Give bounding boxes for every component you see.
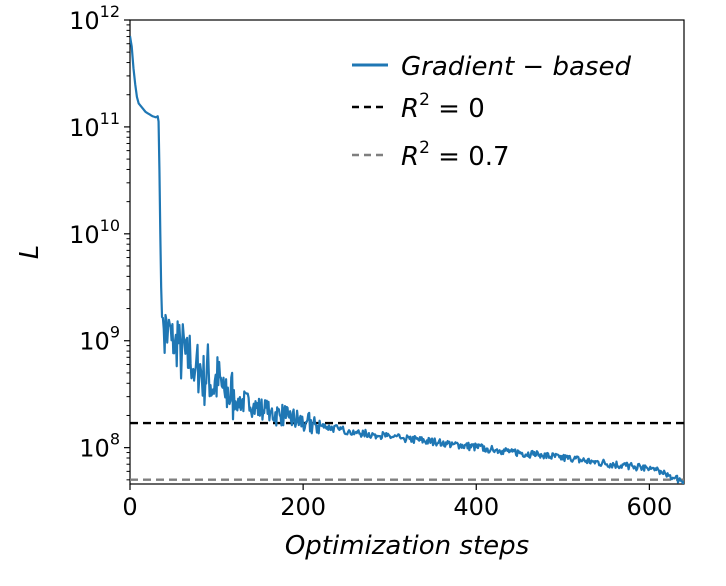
- legend-label-gradient-based: Gradient − based: [401, 52, 631, 82]
- y-axis-ticks: 108 109 1010 1011 1012: [69, 2, 130, 481]
- x-axis-ticks: 0 200 400 600: [122, 484, 672, 521]
- x-tick-label: 400: [453, 493, 499, 521]
- series-layer: [130, 35, 684, 484]
- x-tick-label: 600: [626, 493, 672, 521]
- reference-lines: [130, 421, 684, 481]
- legend-label-r2-0: R2 = 0: [401, 90, 485, 124]
- x-tick-label: 0: [122, 493, 137, 521]
- y-axis-label: L: [15, 245, 45, 260]
- y-tick-label: 109: [79, 323, 120, 356]
- x-axis-label: Optimization steps: [285, 531, 529, 561]
- y-tick-label: 1012: [69, 2, 120, 35]
- y-tick-label: 1011: [69, 109, 120, 142]
- x-tick-label: 200: [280, 493, 326, 521]
- y-tick-label: 108: [79, 430, 120, 463]
- legend-label-r2-07: R2 = 0.7: [401, 138, 510, 172]
- plot-area-frame: [129, 19, 685, 485]
- series-line-gradient-based: [130, 35, 684, 484]
- y-tick-label: 1010: [69, 216, 120, 249]
- legend: Gradient − based R2 = 0 R2 = 0.7: [352, 52, 631, 172]
